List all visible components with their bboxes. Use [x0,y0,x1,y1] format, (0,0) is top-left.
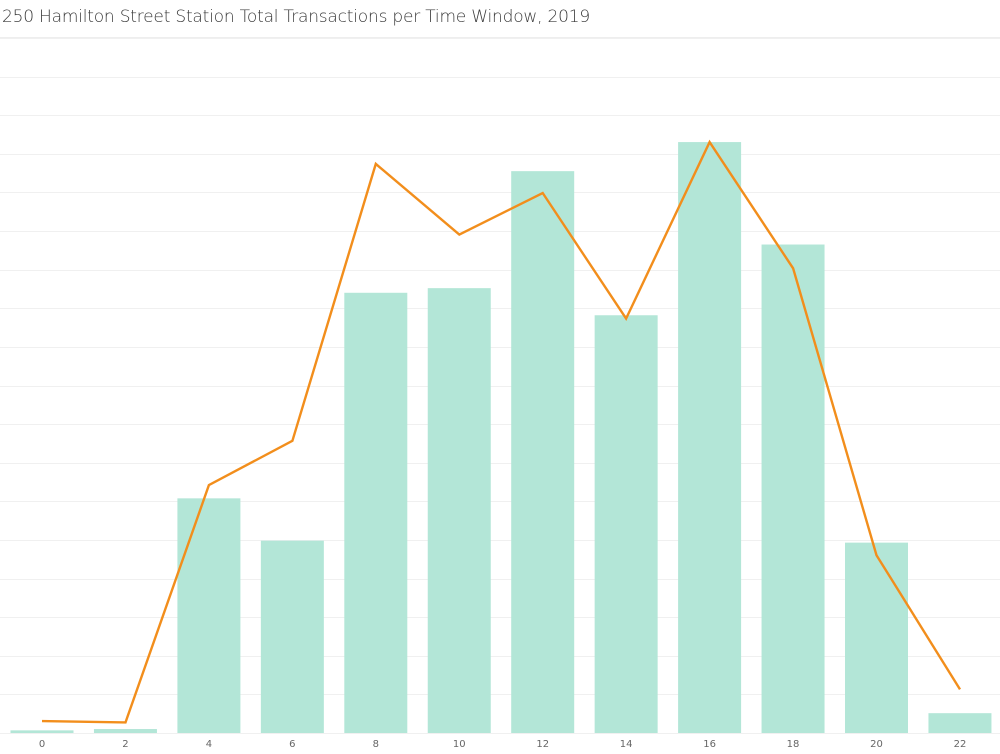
x-tick-label: 20 [870,739,883,750]
bar-8 [344,292,408,733]
bar-4 [177,498,241,733]
x-axis-ticks: 0 2 4 6 8 10 12 14 16 18 20 22 [39,739,967,750]
x-tick-label: 8 [373,739,379,750]
x-tick-label: 22 [954,739,967,750]
x-tick-label: 2 [122,739,128,750]
bar-10 [427,288,491,733]
x-tick-label: 16 [703,739,716,750]
bar-16 [678,142,742,734]
x-tick-label: 18 [787,739,800,750]
x-tick-label: 10 [453,739,466,750]
bar-20 [845,542,908,733]
bar-series [10,142,992,734]
bar-6 [260,540,324,733]
line-series [41,139,962,724]
title-divider [0,37,1000,38]
bar-18 [761,244,825,733]
gridlines [0,38,1000,734]
bar-12 [511,171,575,733]
x-tick-label: 0 [39,739,45,750]
line-path [41,139,962,724]
bar-22 [928,713,992,733]
x-tick-label: 12 [536,739,549,750]
x-tick-label: 4 [206,739,212,750]
bar-2 [93,729,157,733]
x-tick-label: 14 [620,739,633,750]
x-tick-label: 6 [289,739,295,750]
bar-14 [594,315,658,733]
chart-title: 250 Hamilton Street Station Total Transa… [2,7,590,27]
bar-0 [10,730,74,733]
